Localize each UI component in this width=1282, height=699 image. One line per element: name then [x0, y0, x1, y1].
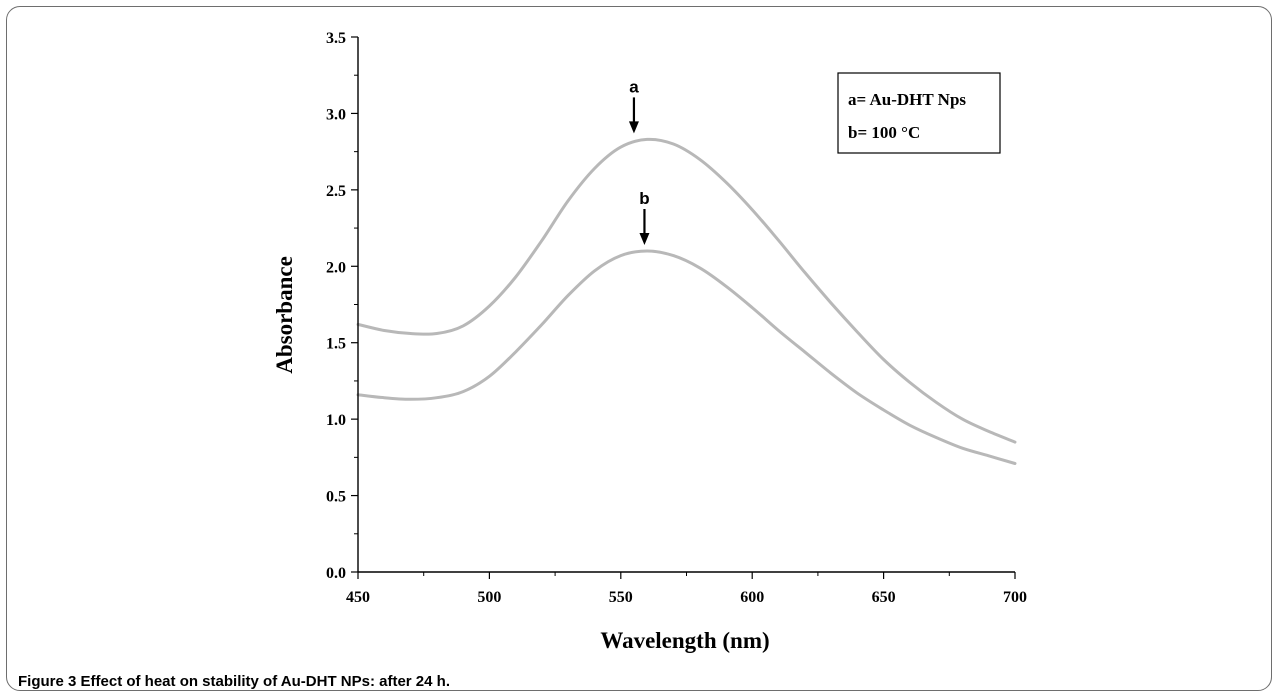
- annotation-label: a: [629, 77, 639, 96]
- y-tick-label: 3.5: [326, 30, 346, 47]
- chart-legend: a= Au-DHT Nps b= 100 °C: [837, 72, 1001, 154]
- series-line-a: [356, 137, 1017, 444]
- x-tick-label: 500: [477, 589, 501, 606]
- series-line-b: [356, 249, 1017, 465]
- y-tick-label: 0.0: [326, 565, 346, 582]
- y-tick-label: 3.0: [326, 106, 346, 123]
- figure-frame: [6, 6, 1272, 691]
- y-tick-label: 2.0: [326, 259, 346, 276]
- annotation-arrow-head: [628, 121, 639, 134]
- legend-entry-b: b= 100 °C: [848, 123, 920, 142]
- y-tick-label: 0.5: [326, 489, 346, 506]
- y-tick-label: 1.0: [326, 412, 346, 429]
- x-tick-label: 700: [1003, 589, 1027, 606]
- x-tick-label: 650: [872, 589, 896, 606]
- y-axis-label: Absorbance: [272, 256, 297, 374]
- figure-caption: Figure 3 Effect of heat on stability of …: [18, 673, 450, 690]
- legend-box: [837, 72, 1001, 154]
- y-tick-label: 2.5: [326, 183, 346, 200]
- annotation-a: a: [628, 77, 639, 134]
- x-tick-label: 550: [609, 589, 633, 606]
- legend-entry-a: a= Au-DHT Nps: [848, 90, 966, 109]
- annotation-b: b: [639, 189, 650, 245]
- x-tick-label: 450: [346, 589, 370, 606]
- x-axis-label: Wavelength (nm): [600, 628, 769, 653]
- annotation-label: b: [639, 189, 649, 208]
- y-tick-label: 1.5: [326, 336, 346, 353]
- x-tick-label: 600: [740, 589, 764, 606]
- annotation-arrow-head: [639, 233, 650, 245]
